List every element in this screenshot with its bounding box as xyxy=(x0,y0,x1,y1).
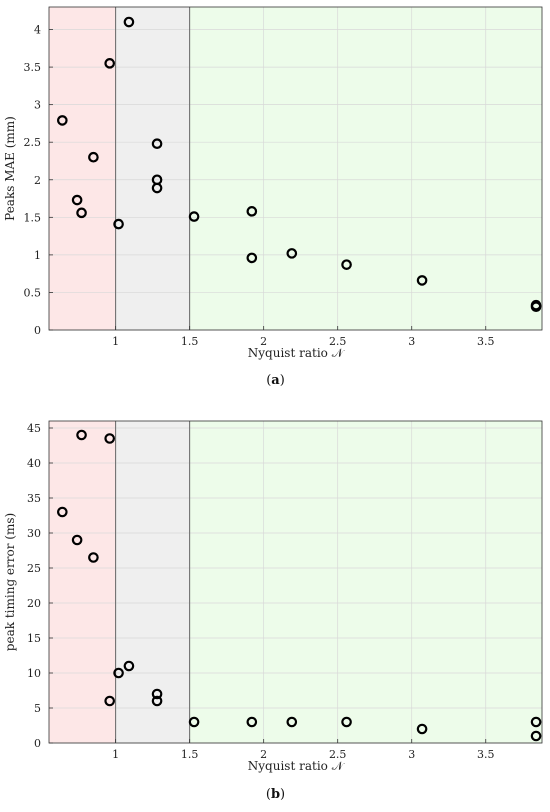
chart-b-data-point xyxy=(104,433,115,444)
chart-a-x-tick-label: 3.5 xyxy=(477,335,495,348)
chart-b-y-tick-label: 5 xyxy=(34,702,41,715)
chart-a-x-axis-label: Nyquist ratio 𝒩 xyxy=(248,346,346,360)
chart-b-y-tick-label: 35 xyxy=(27,492,41,505)
chart-b-x-tick-label: 3 xyxy=(408,748,415,761)
chart-b-x-tick-label: 3.5 xyxy=(477,748,495,761)
chart-panel-a: 1 1.5 2 2.5 3 3.5 0 0.5 1 1.5 2 2.5 3 3.5 4 Nyquist rat… xyxy=(3,6,543,388)
chart-b-x-tick-label: 2 xyxy=(260,748,267,761)
chart-a-y-axis-label: Peaks MAE (mm) xyxy=(3,116,17,221)
chart-a-data-point xyxy=(341,259,352,270)
chart-a-y-tick-label: 2 xyxy=(34,174,41,187)
chart-b-y-tick-label: 45 xyxy=(27,422,41,435)
chart-b-data-point xyxy=(76,429,87,441)
chart-a-data-point xyxy=(113,218,124,230)
chart-a-region-2 xyxy=(189,7,543,330)
chart-b-data-point xyxy=(188,716,200,728)
chart-b-data-point xyxy=(530,730,542,742)
chart-b-axes-box xyxy=(48,420,543,744)
chart-b-svg: 1 1.5 2 2.5 3 3.5 0 5 10 15 20 25 30 35 40 45 Nyquist ra… xyxy=(3,420,543,802)
chart-a-y-tick-label: 0.5 xyxy=(24,286,42,299)
chart-a-x-tick-label: 1 xyxy=(112,335,119,348)
chart-a-caption: (a) xyxy=(266,373,285,388)
chart-b-x-tick-label: 2.5 xyxy=(329,748,347,761)
chart-a-data-point xyxy=(151,138,163,150)
chart-b-y-tick-label: 20 xyxy=(27,597,41,610)
chart-a-data-point xyxy=(76,207,87,219)
chart-a-x-tick-label: 3 xyxy=(408,335,415,348)
chart-a-data-point xyxy=(188,211,200,222)
chart-b-x-tick-label: 1 xyxy=(112,748,119,761)
chart-a-data-point xyxy=(286,248,298,259)
chart-b-data-point xyxy=(530,716,542,728)
chart-b-y-tick-label: 40 xyxy=(27,457,41,470)
chart-b-y-tick-label: 15 xyxy=(27,632,41,645)
chart-a-data-point xyxy=(71,194,83,206)
chart-b-data-point xyxy=(88,552,99,563)
chart-b-data-point xyxy=(416,723,428,735)
chart-a-data-point xyxy=(57,115,68,126)
chart-a-data-point xyxy=(530,301,542,313)
chart-a-y-tick-label: 1 xyxy=(34,249,41,262)
chart-a-y-tick-label: 3.5 xyxy=(24,61,42,74)
chart-b-data-point xyxy=(123,660,135,672)
chart-a-data-point xyxy=(104,58,115,69)
chart-a-data-point xyxy=(123,16,135,28)
chart-b-y-tick-label: 25 xyxy=(27,562,41,575)
chart-a-y-tick-label: 2.5 xyxy=(24,136,42,149)
chart-a-region-1 xyxy=(115,7,190,330)
chart-b-data-point xyxy=(57,506,68,518)
chart-b-data-point xyxy=(71,534,83,546)
chart-b-y-axis-label: peak timing error (ms) xyxy=(3,513,17,651)
chart-a-y-tick-label: 1.5 xyxy=(24,211,42,224)
chart-b-caption: (b) xyxy=(266,787,285,802)
chart-b-data-point xyxy=(246,716,258,728)
chart-b-data-point xyxy=(104,695,115,707)
chart-b-region-1 xyxy=(115,421,190,743)
chart-panel-b: 1 1.5 2 2.5 3 3.5 0 5 10 15 20 25 30 35 40 45 Nyquist ra… xyxy=(0,406,550,812)
chart-b-y-tick-label: 0 xyxy=(34,737,41,750)
chart-a-data-point xyxy=(416,275,428,286)
chart-b-data-point xyxy=(341,716,352,728)
chart-a-data-point xyxy=(88,151,99,163)
chart-a-svg: 1 1.5 2 2.5 3 3.5 0 0.5 1 1.5 2 2.5 3 3.5 4 Nyquist rat… xyxy=(3,6,543,388)
chart-a-axes-box xyxy=(48,6,543,331)
chart-a-data-point xyxy=(151,182,163,194)
chart-b-data-point xyxy=(113,667,124,679)
chart-b-data-point xyxy=(151,688,163,700)
chart-b-region-2 xyxy=(189,421,543,743)
chart-a-x-tick-label: 2.5 xyxy=(329,335,347,348)
chart-a-y-tick-label: 4 xyxy=(34,24,41,37)
chart-a-y-tick-label: 0 xyxy=(34,324,41,337)
chart-a-data-point xyxy=(246,206,258,217)
chart-b-x-axis-label: Nyquist ratio 𝒩 xyxy=(248,759,346,773)
chart-b-region-0 xyxy=(49,421,116,743)
chart-b-data-point xyxy=(151,695,163,707)
chart-a-y-tick-label: 3 xyxy=(34,99,41,112)
chart-b-data-point xyxy=(286,716,298,728)
chart-b-x-tick-label: 1.5 xyxy=(181,748,199,761)
chart-a-region-0 xyxy=(49,7,116,330)
chart-a-data-point xyxy=(246,252,258,264)
chart-b-y-tick-label: 10 xyxy=(27,667,41,680)
chart-a-x-tick-label: 2 xyxy=(260,335,267,348)
chart-a-x-tick-label: 1.5 xyxy=(181,335,199,348)
chart-b-y-tick-label: 30 xyxy=(27,527,41,540)
